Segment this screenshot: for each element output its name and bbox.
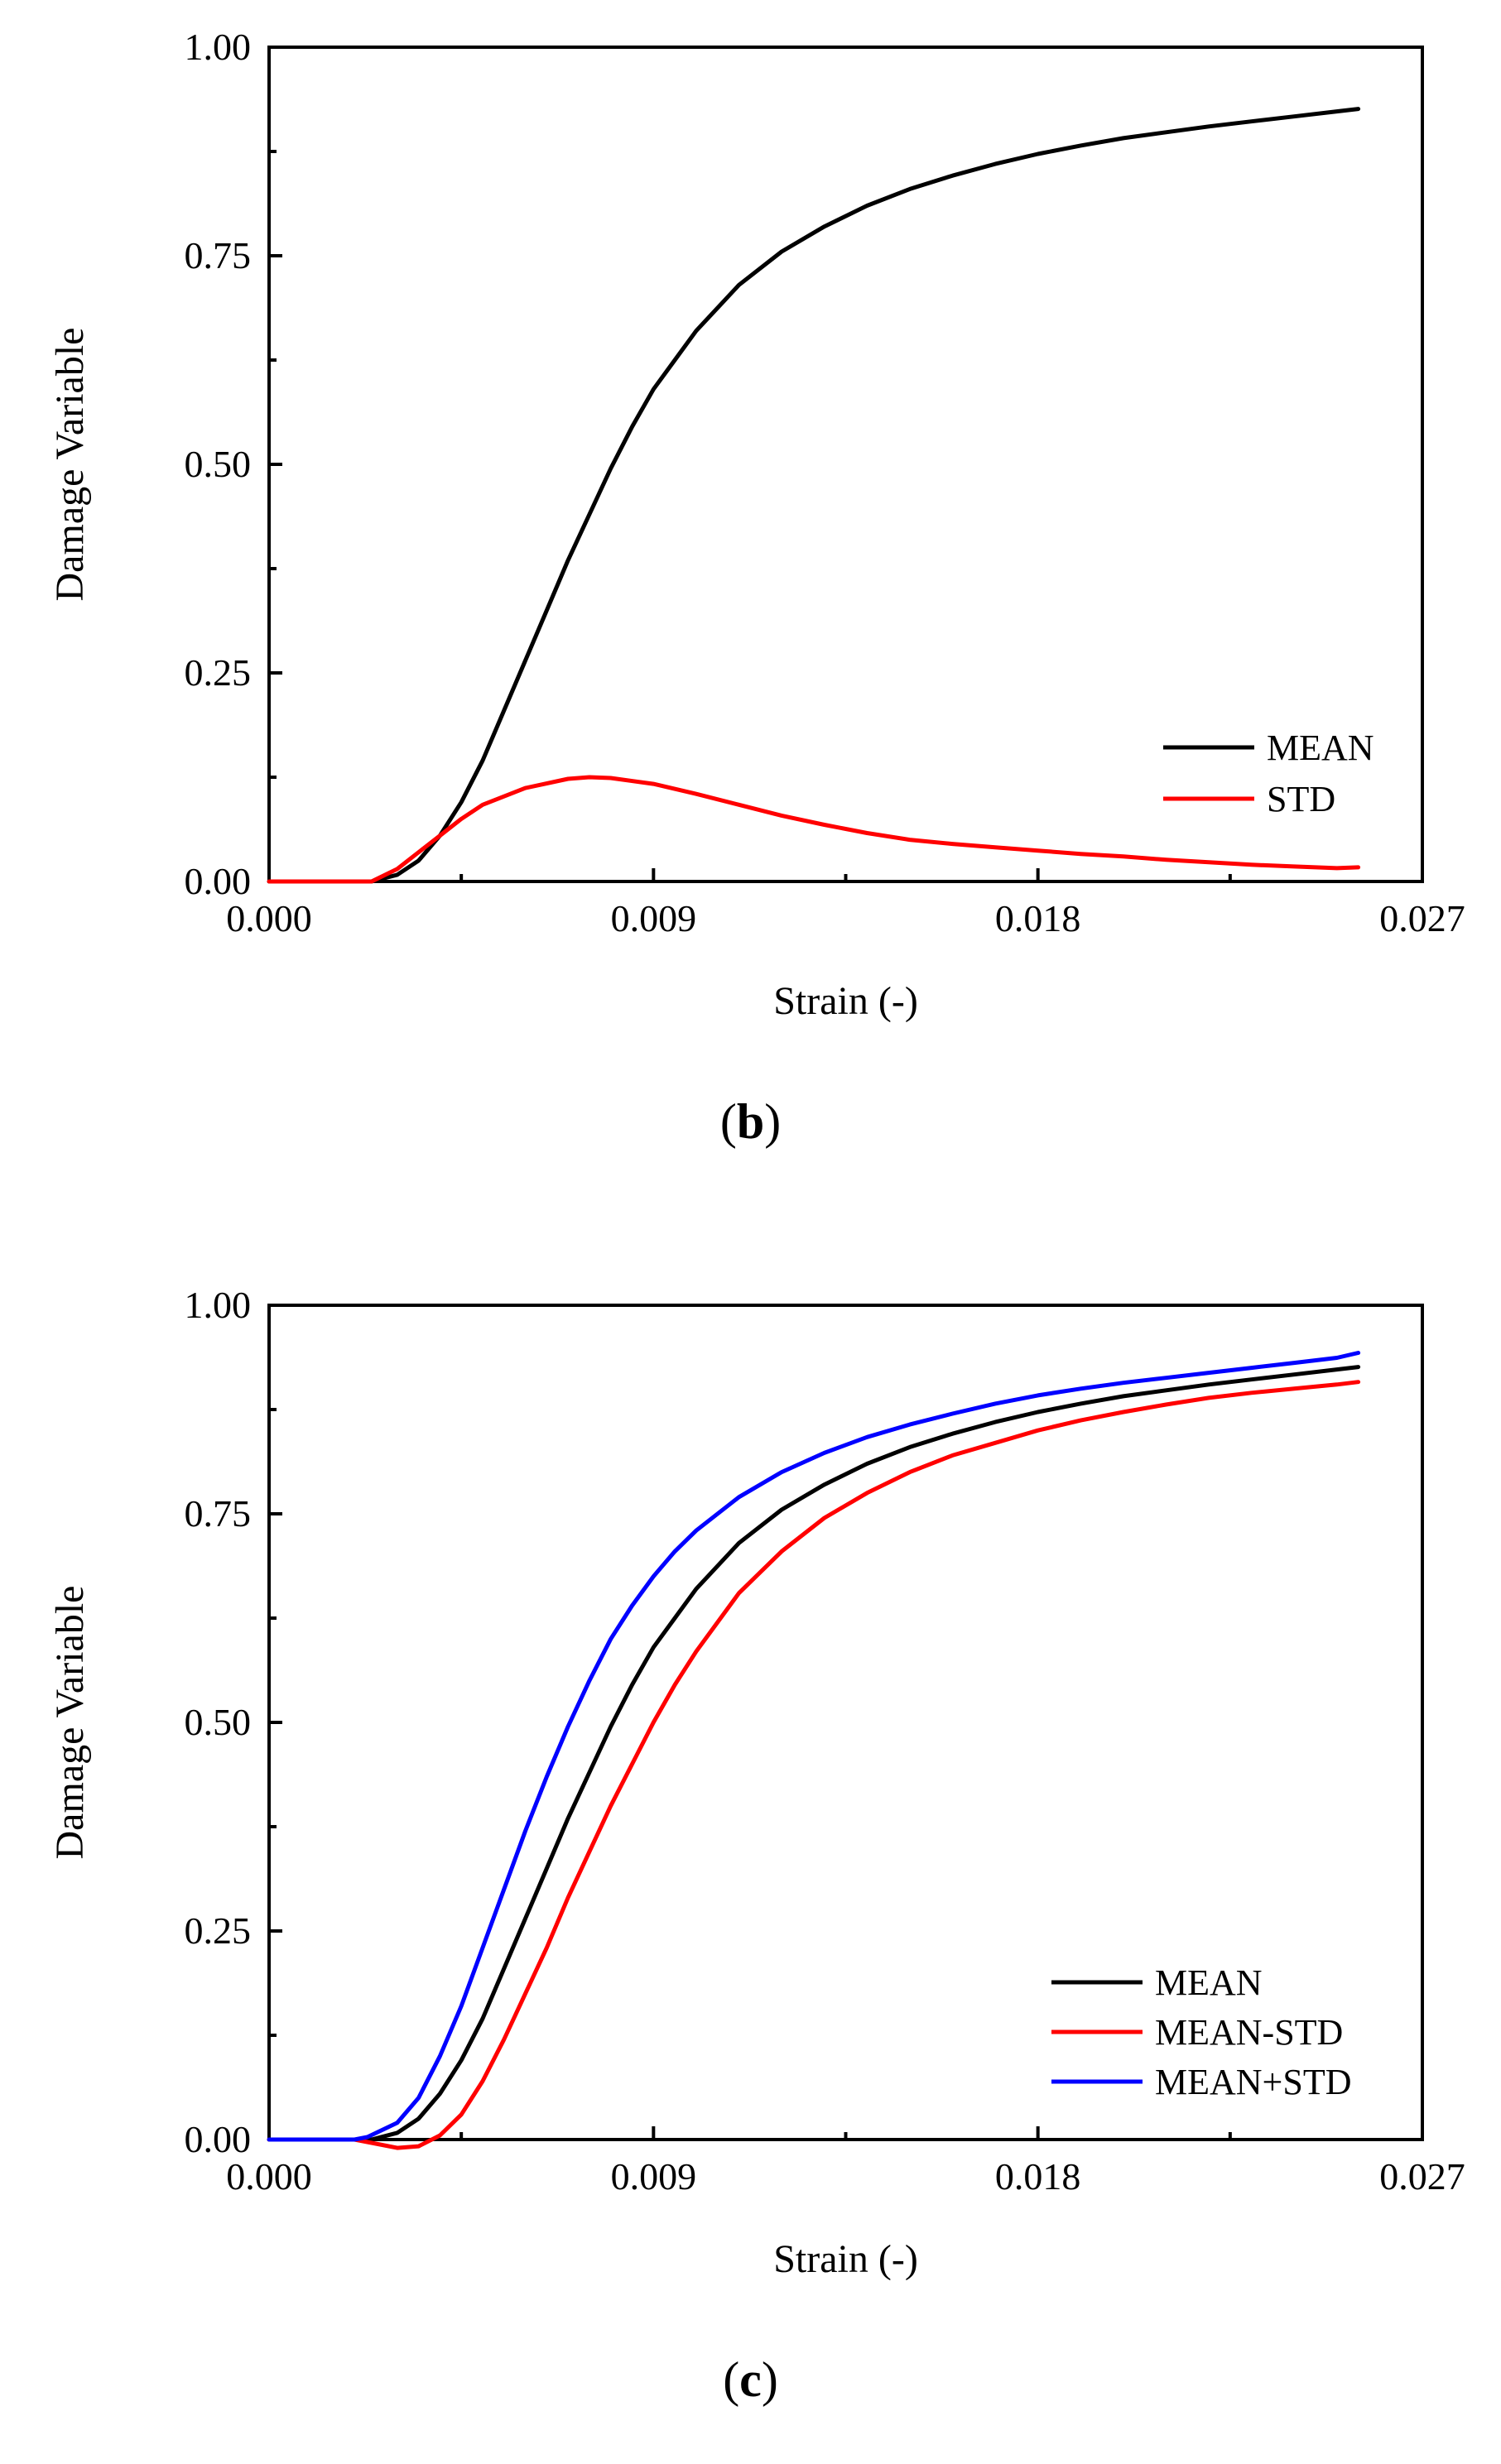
- y-tick-label: 0.50: [185, 443, 252, 485]
- x-tick-label: 0.000: [226, 897, 312, 939]
- y-tick-label: 0.25: [185, 1909, 252, 1952]
- legend-label: STD: [1267, 779, 1335, 819]
- legend: MEAN STD: [1163, 728, 1374, 819]
- x-axis-title: Strain (-): [773, 2237, 918, 2281]
- y-tick-label: 0.75: [185, 234, 252, 276]
- y-tick-label: 0.00: [185, 860, 252, 902]
- series-line-mean: [267, 107, 1361, 884]
- x-tick-label: 0.027: [1379, 2155, 1465, 2197]
- x-tick-label: 0.009: [611, 2155, 697, 2197]
- y-tick-label: 1.00: [185, 1284, 252, 1326]
- y-tick-label: 0.50: [185, 1701, 252, 1743]
- legend-label: MEAN: [1267, 728, 1374, 768]
- x-tick-label: 0.009: [611, 897, 697, 939]
- series-line-std: [267, 775, 1361, 884]
- legend-label: MEAN-STD: [1155, 2012, 1343, 2053]
- y-tick-label: 0.75: [185, 1492, 252, 1535]
- panel-label: (b): [720, 1094, 781, 1149]
- series-line-mean-std: [267, 1351, 1361, 2142]
- y-tick-label: 0.25: [185, 651, 252, 694]
- legend: MEAN MEAN-STD MEAN+STD: [1051, 1962, 1352, 2102]
- y-axis-title: Damage Variable: [48, 328, 92, 602]
- y-axis-title: Damage Variable: [48, 1586, 92, 1860]
- plot-frame: [267, 46, 1424, 883]
- panel-label: (c): [723, 2352, 778, 2407]
- legend-label: MEAN: [1155, 1962, 1263, 2003]
- chart-panel-b: 0.000 0.009 0.018 0.027 0.00 0.25 0.50 0.75 1.00…: [48, 26, 1465, 1149]
- x-axis-title: Strain (-): [773, 979, 918, 1023]
- legend-label: MEAN+STD: [1155, 2062, 1352, 2102]
- x-tick-label: 0.018: [995, 897, 1081, 939]
- series-line-mean: [267, 1365, 1361, 2142]
- x-tick-label: 0.000: [226, 2155, 312, 2197]
- chart-panel-c: 0.000 0.009 0.018 0.027 0.00 0.25 0.50 0.75 1.00…: [48, 1284, 1465, 2407]
- x-tick-label: 0.027: [1379, 897, 1465, 939]
- y-tick-label: 1.00: [185, 26, 252, 68]
- x-tick-label: 0.018: [995, 2155, 1081, 2197]
- series-line-mean-std: [267, 1380, 1361, 2150]
- y-tick-label: 0.00: [185, 2118, 252, 2160]
